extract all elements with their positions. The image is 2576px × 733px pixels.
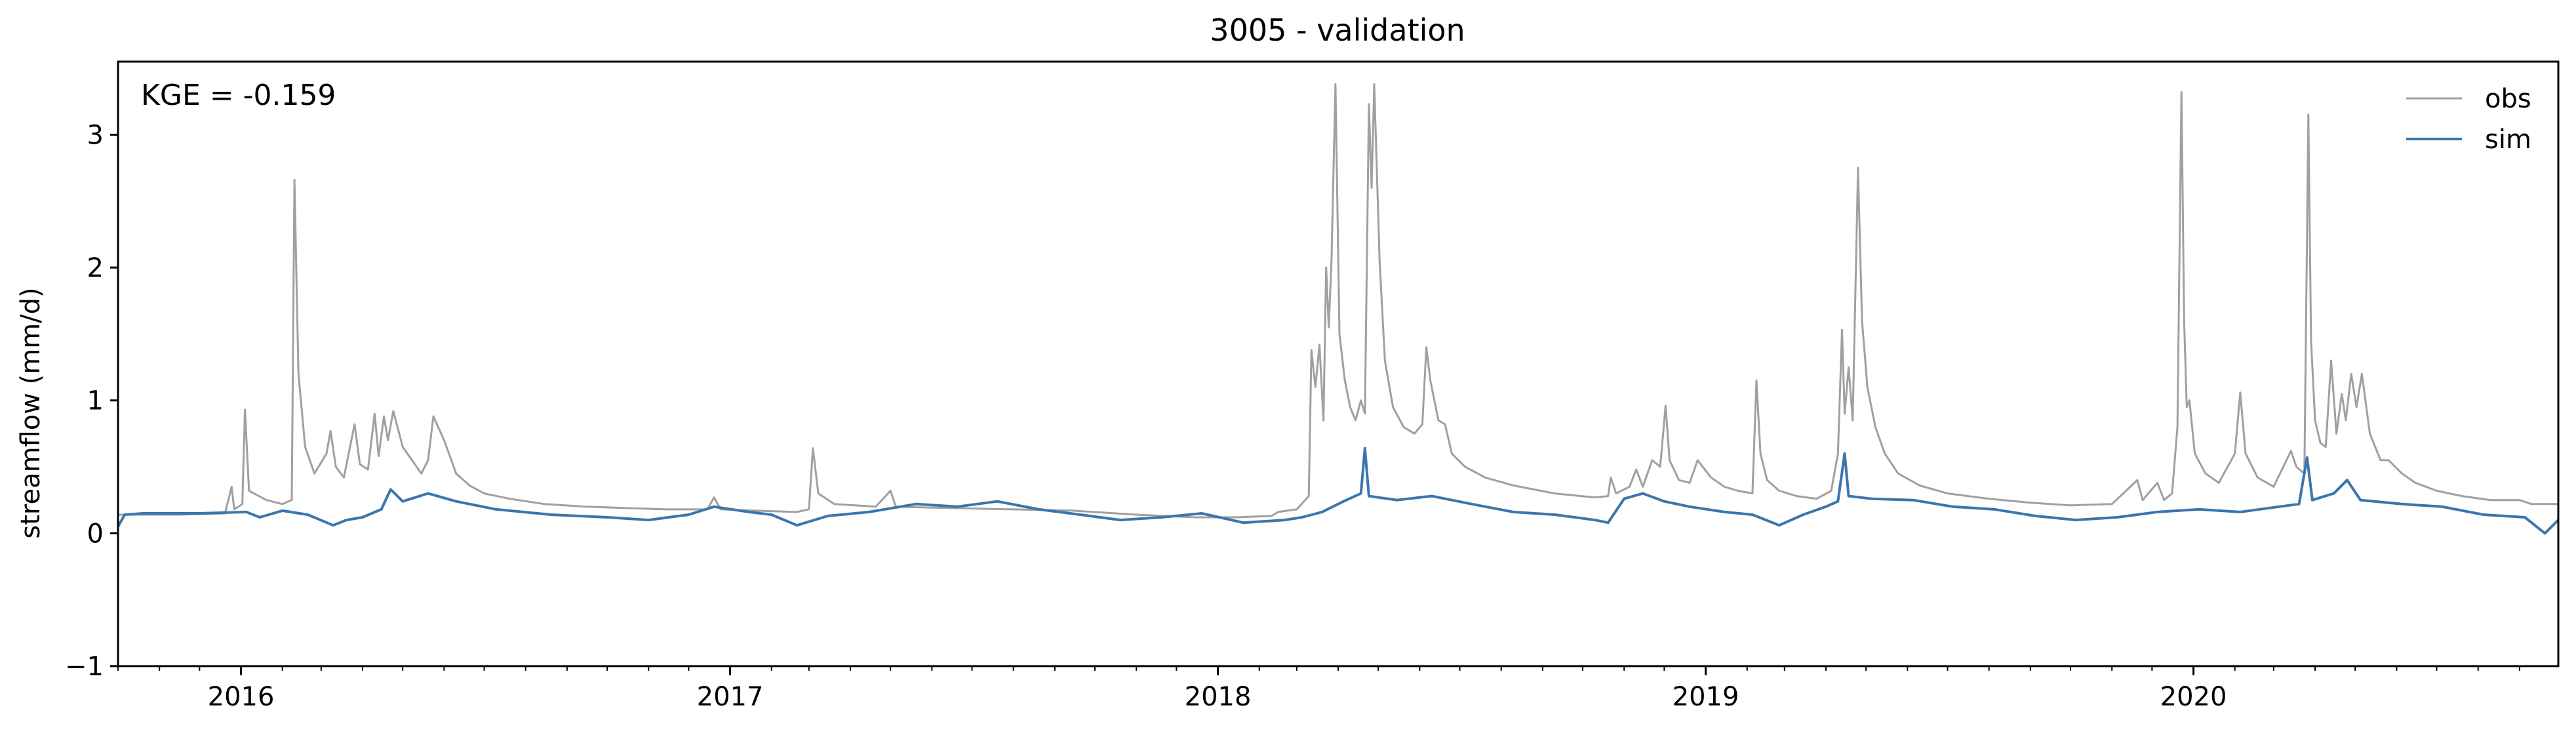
plot-frame — [117, 60, 2560, 667]
series-line-sim — [118, 446, 2558, 535]
x-tick-label: 2016 — [208, 682, 275, 712]
series-layer — [118, 83, 2558, 535]
y-axis-label: streamflow (mm/d) — [16, 287, 46, 538]
y-tick-label: −1 — [65, 652, 104, 682]
y-tick-label: 1 — [87, 386, 104, 416]
x-tick-label: 2020 — [2160, 682, 2227, 712]
kge-annotation: KGE = -0.159 — [141, 79, 336, 112]
x-axis: 2016 2017 2018 2019 2020 — [117, 666, 2520, 712]
x-tick-label: 2019 — [1673, 682, 1739, 712]
chart-title: 3005 - validation — [1210, 12, 1465, 48]
legend: obs sim — [2406, 84, 2531, 155]
y-axis: −1 0 1 2 3 — [65, 120, 118, 682]
x-tick-label: 2018 — [1185, 682, 1252, 712]
x-tick-label: 2017 — [697, 682, 764, 712]
y-tick-label: 2 — [87, 253, 104, 283]
series-line-obs — [118, 83, 2558, 519]
legend-label-obs: obs — [2485, 84, 2531, 114]
legend-label-sim: sim — [2485, 125, 2531, 155]
y-tick-label: 0 — [87, 519, 104, 549]
plot-area — [117, 60, 2560, 667]
y-tick-label: 3 — [87, 120, 104, 150]
